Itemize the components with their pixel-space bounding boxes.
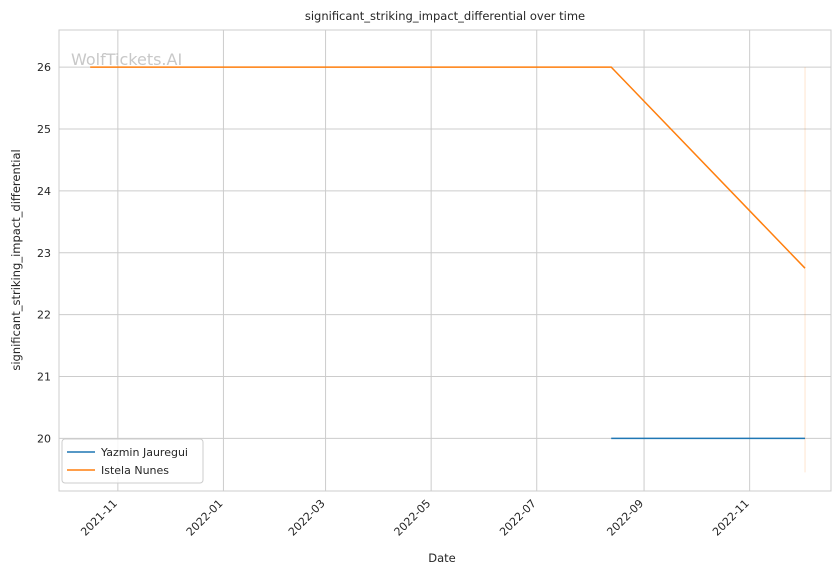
x-tick-label: 2022-07 (497, 497, 539, 539)
y-tick-label: 25 (37, 123, 51, 136)
x-axis-label: Date (428, 551, 456, 565)
legend-entry: Istela Nunes (101, 464, 169, 477)
x-tick-label: 2022-03 (286, 497, 328, 539)
series-layer (90, 66, 806, 473)
x-tick-label: 2022-01 (184, 497, 226, 539)
legend: Yazmin Jauregui Istela Nunes (61, 438, 204, 484)
y-axis-label: significant_striking_impact_differential (9, 149, 23, 370)
x-tick-label: 2022-05 (392, 497, 434, 539)
y-tick-label: 21 (37, 371, 51, 384)
watermark: WolfTickets.AI (71, 50, 182, 69)
y-tick-label: 20 (37, 432, 51, 445)
grid-lines (59, 30, 831, 491)
x-tick-label: 2021-11 (78, 497, 120, 539)
y-tick-label: 22 (37, 309, 51, 322)
series-line (90, 66, 806, 269)
y-tick-label: 23 (37, 247, 51, 260)
y-tick-label: 24 (37, 185, 51, 198)
legend-box (61, 438, 204, 484)
y-tick-label: 26 (37, 61, 51, 74)
chart-title: significant_striking_impact_differential… (305, 9, 585, 23)
x-tick-labels: 2021-11 2022-01 2022-03 2022-05 2022-07 2022-… (78, 497, 751, 539)
y-tick-labels: 20 21 22 23 24 25 26 (37, 61, 51, 445)
x-tick-label: 2022-11 (710, 497, 752, 539)
plot-area (58, 29, 832, 492)
x-tick-label: 2022-09 (604, 497, 646, 539)
legend-entry: Yazmin Jauregui (100, 446, 188, 459)
